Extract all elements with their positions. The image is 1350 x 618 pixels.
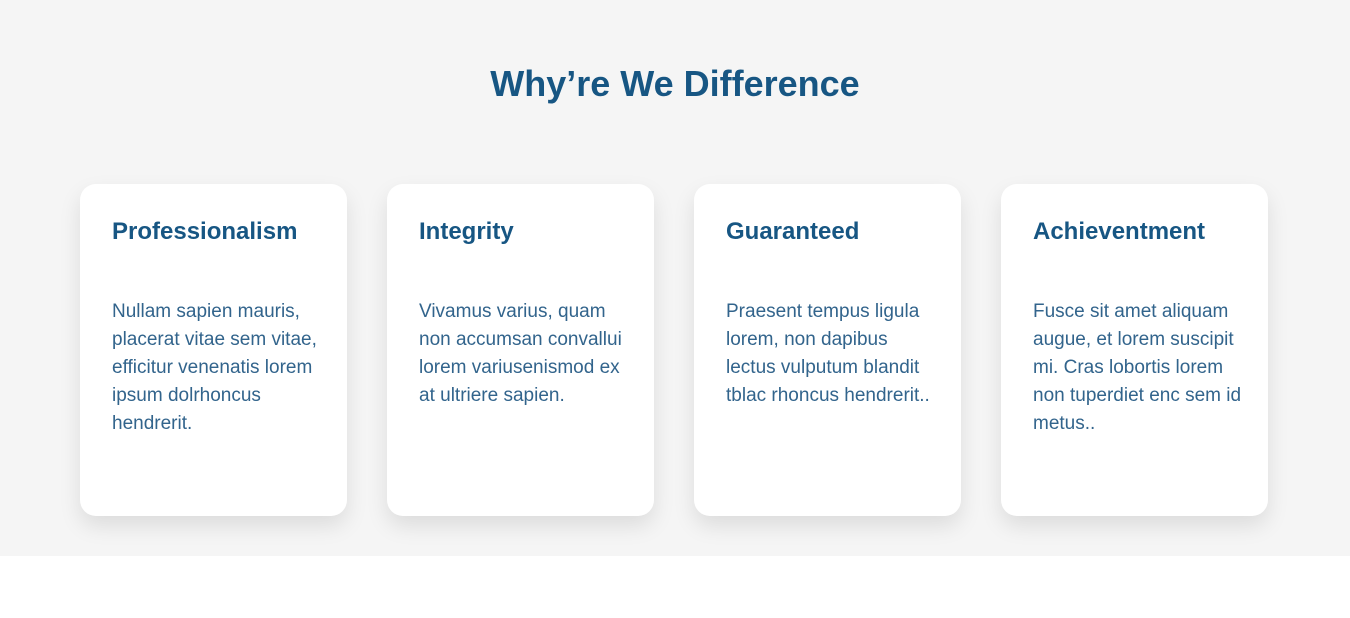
card-description: Fusce sit amet aliquam augue, et lorem s… <box>1033 301 1242 434</box>
card-description: Vivamus varius, quam non accumsan conval… <box>419 301 622 406</box>
feature-card-achieventment: Achieventment Fusce sit amet aliquam aug… <box>1001 184 1268 516</box>
why-we-difference-section: Why’re We Difference Professionalism Nul… <box>80 63 1268 516</box>
feature-card-integrity: Integrity Vivamus varius, quam non accum… <box>387 184 654 516</box>
card-description: Nullam sapien mauris, placerat vitae sem… <box>112 301 317 434</box>
blank-page-area <box>0 556 1350 618</box>
card-description: Praesent tempus ligula lorem, non dapibu… <box>726 301 930 406</box>
card-title: Guaranteed <box>726 218 860 245</box>
feature-card-professionalism: Professionalism Nullam sapien mauris, pl… <box>80 184 347 516</box>
card-title: Professionalism <box>112 218 298 245</box>
card-title: Achieventment <box>1033 218 1206 245</box>
feature-cards: Professionalism Nullam sapien mauris, pl… <box>80 184 1268 516</box>
card-title: Integrity <box>419 218 514 245</box>
feature-card-guaranteed: Guaranteed Praesent tempus ligula lorem,… <box>694 184 961 516</box>
section-title: Why’re We Difference <box>490 63 860 104</box>
